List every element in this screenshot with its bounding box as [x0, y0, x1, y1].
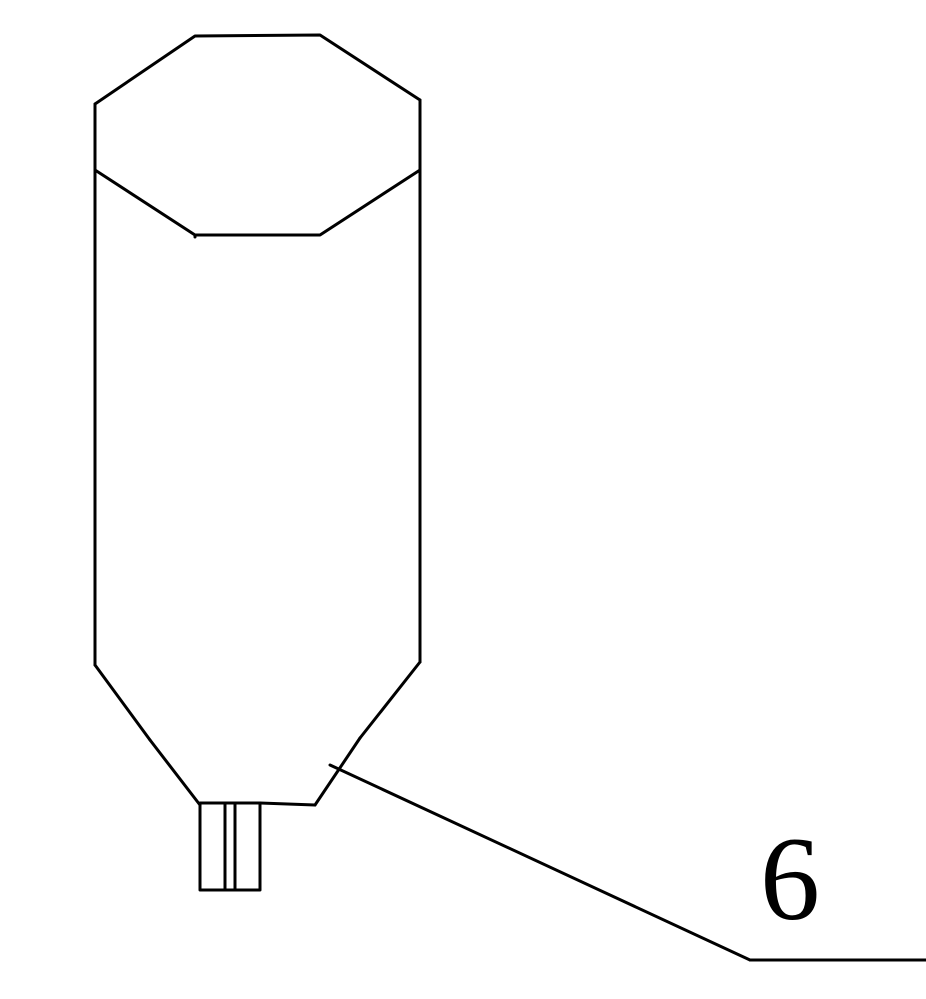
taper-block-connector: [260, 803, 315, 805]
taper-left-upper: [95, 665, 150, 740]
top-octagon: [95, 35, 420, 235]
bottom-block: [200, 803, 260, 890]
taper-left-lower: [150, 740, 200, 805]
leader-line-diagonal: [330, 765, 750, 960]
callout-label-6: 6: [760, 810, 820, 948]
taper-right-upper: [360, 662, 420, 738]
taper-right-lower: [315, 738, 360, 805]
